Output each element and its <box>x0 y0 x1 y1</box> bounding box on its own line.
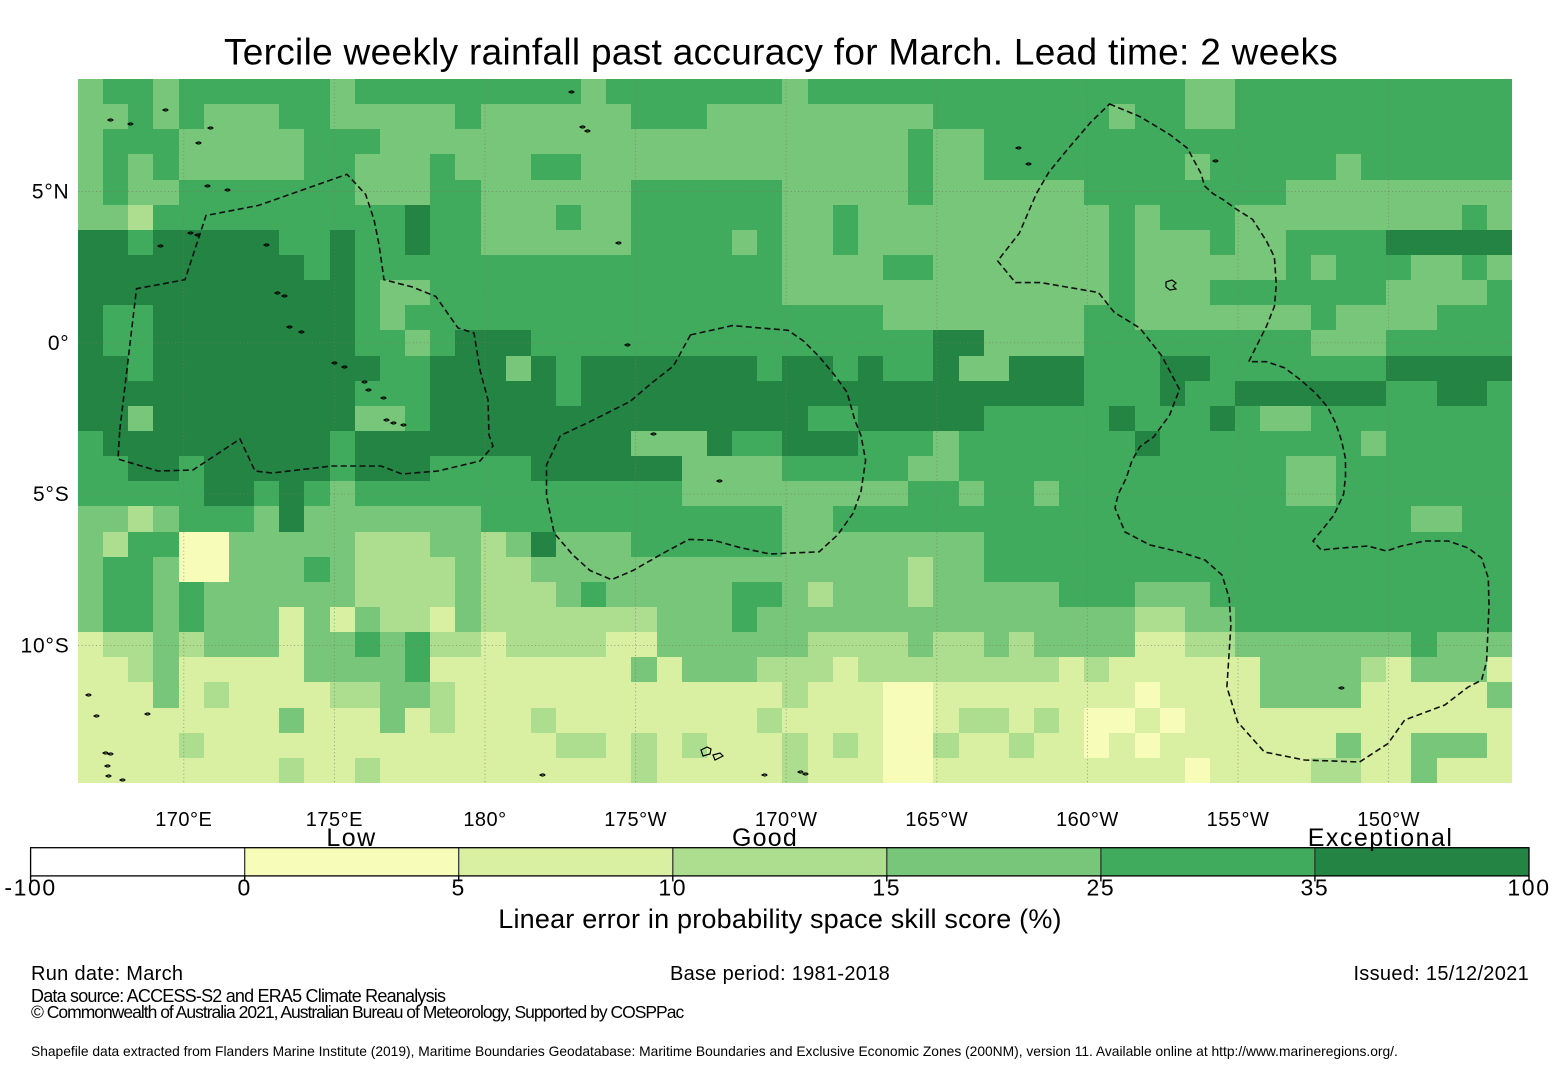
svg-text:165°W: 165°W <box>905 809 968 831</box>
svg-text:Exceptional: Exceptional <box>1308 824 1454 852</box>
svg-text:155°W: 155°W <box>1207 809 1270 831</box>
svg-text:Data source: ACCESS-S2 and ERA: Data source: ACCESS-S2 and ERA5 Climate … <box>31 986 446 1006</box>
svg-text:170°W: 170°W <box>755 809 818 831</box>
svg-text:5°S: 5°S <box>33 483 69 506</box>
svg-text:Run date: March: Run date: March <box>31 963 183 985</box>
svg-text:Good: Good <box>732 824 798 852</box>
svg-text:160°W: 160°W <box>1056 809 1119 831</box>
svg-text:0: 0 <box>237 875 251 901</box>
svg-text:-100: -100 <box>4 875 56 901</box>
svg-text:175°E: 175°E <box>306 809 363 831</box>
svg-text:© Commonwealth of Australia 20: © Commonwealth of Australia 2021, Austra… <box>31 1002 684 1022</box>
svg-text:35: 35 <box>1301 875 1330 901</box>
svg-text:0°: 0° <box>48 332 70 355</box>
svg-text:5°N: 5°N <box>32 181 70 204</box>
svg-text:Tercile weekly rainfall past a: Tercile weekly rainfall past accuracy fo… <box>224 32 1338 73</box>
svg-text:5: 5 <box>451 875 465 901</box>
svg-text:10°S: 10°S <box>21 634 70 657</box>
svg-text:Linear error in probability sp: Linear error in probability space skill … <box>498 904 1062 934</box>
svg-text:10: 10 <box>658 875 687 901</box>
svg-text:25: 25 <box>1087 875 1116 901</box>
svg-text:100: 100 <box>1507 875 1550 901</box>
svg-text:180°: 180° <box>463 809 506 831</box>
svg-text:170°E: 170°E <box>155 809 212 831</box>
svg-text:Base period: 1981-2018: Base period: 1981-2018 <box>670 963 890 985</box>
svg-text:15: 15 <box>872 875 901 901</box>
svg-text:Issued: 15/12/2021: Issued: 15/12/2021 <box>1353 963 1529 985</box>
svg-text:Shapefile data extracted from: Shapefile data extracted from Flanders M… <box>31 1044 1398 1059</box>
svg-text:175°W: 175°W <box>604 809 667 831</box>
svg-text:Low: Low <box>326 824 376 852</box>
svg-text:150°W: 150°W <box>1357 809 1420 831</box>
